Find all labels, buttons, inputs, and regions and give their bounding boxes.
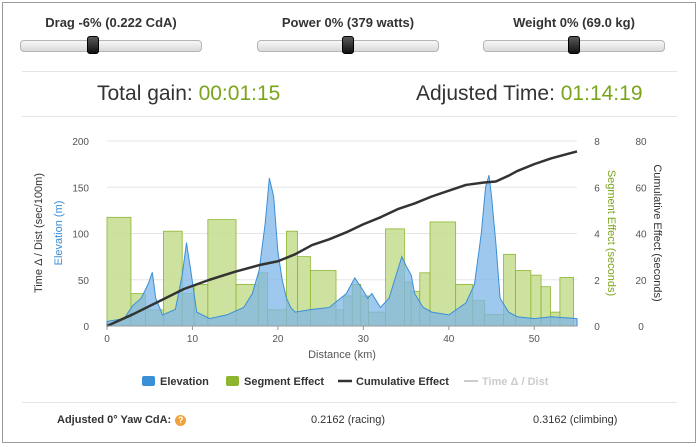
x-tick-label: 20 [272,334,284,345]
segment-effect-bar[interactable] [429,221,457,327]
y-axis-segment-effect-title: Segment Effect (seconds) [605,170,617,296]
legend-item-elevation[interactable]: Elevation [142,376,209,388]
x-tick-label: 10 [187,334,199,345]
chart-legend: Elevation Segment Effect Cumulative Effe… [142,376,549,388]
power-control: Power 0% (379 watts) [248,14,448,54]
divider [22,402,677,403]
weight-label: Weight 0% (69.0 kg) [513,15,635,30]
drag-control: Drag -6% (0.222 CdA) [11,14,211,54]
cumulative-effect-series[interactable] [106,150,578,328]
cumulative-effect-line [106,150,578,328]
divider [22,71,677,72]
drag-label: Drag -6% (0.222 CdA) [45,15,177,30]
adjusted-time: Adjusted Time: 01:14:19 [416,82,643,106]
total-gain: Total gain: 00:01:15 [97,82,280,106]
y-tick-label-time-dist: 200 [72,137,89,148]
adjusted-time-value: 01:14:19 [560,82,643,105]
y-tick-label-segment-effect: 4 [594,230,600,241]
elevation-area [106,175,578,327]
power-slider[interactable] [257,36,439,54]
x-tick-label: 50 [529,334,541,345]
legend-label-elevation: Elevation [160,376,209,388]
legend-swatch-segment-effect [226,376,239,386]
y-tick-label-cumulative: 80 [635,137,647,148]
legend-item-cumulative-effect[interactable]: Cumulative Effect [338,376,449,388]
cda-label-text: Adjusted 0° Yaw CdA: [57,414,172,426]
legend-swatch-elevation [142,376,155,386]
total-gain-label: Total gain: [97,82,193,105]
adjusted-time-label: Adjusted Time: [416,82,555,105]
power-slider-handle[interactable] [342,36,354,54]
y-tick-label-cumulative: 40 [635,230,647,241]
y-tick-label-segment-effect: 6 [594,183,600,194]
divider [22,116,677,117]
x-tick-label: 0 [104,334,110,345]
legend-label-segment-effect: Segment Effect [244,376,324,388]
legend-item-segment-effect[interactable]: Segment Effect [226,376,324,388]
x-tick-label: 40 [443,334,455,345]
y-axis-cumulative-title: Cumulative Effect (seconds) [651,164,663,301]
x-tick-label: 30 [358,334,370,345]
power-label: Power 0% (379 watts) [281,15,415,30]
drag-slider-handle[interactable] [87,36,99,54]
y-tick-label-segment-effect: 8 [594,137,600,148]
y-tick-label-time-dist: 150 [72,183,89,194]
weight-control: Weight 0% (69.0 kg) [474,14,674,54]
legend-label-time-dist: Time Δ / Dist [482,376,549,388]
y-tick-label-cumulative: 60 [635,183,647,194]
y-axis-time-dist-title: Time Δ / Dist (sec/100m) [33,173,45,293]
legend-label-cumulative-effect: Cumulative Effect [356,376,449,388]
help-icon[interactable]: ? [175,414,187,426]
y-axis-elevation-title: Elevation (m) [53,201,65,266]
y-tick-label-segment-effect: 0 [594,322,600,333]
drag-slider[interactable] [20,36,202,54]
y-tick-label-cumulative: 20 [635,276,647,287]
y-tick-label-time-dist: 100 [72,230,89,241]
y-tick-label-time-dist: 50 [78,276,90,287]
total-gain-value: 00:01:15 [198,82,281,105]
segment-effect-bar[interactable] [106,216,132,327]
elevation-series[interactable] [106,175,578,327]
y-tick-label-time-dist: 0 [83,322,89,333]
x-axis-title: Distance (km) [308,349,376,361]
y-tick-label-segment-effect: 2 [594,276,600,287]
cda-racing-value: 0.2162 (racing) [311,414,385,426]
cda-climbing-value: 0.3162 (climbing) [533,414,618,426]
legend-item-time-dist[interactable]: Time Δ / Dist [464,376,549,388]
weight-slider[interactable] [483,36,665,54]
weight-slider-handle[interactable] [568,36,580,54]
y-tick-label-cumulative: 0 [638,322,644,333]
cda-label: Adjusted 0° Yaw CdA:? [57,414,187,426]
